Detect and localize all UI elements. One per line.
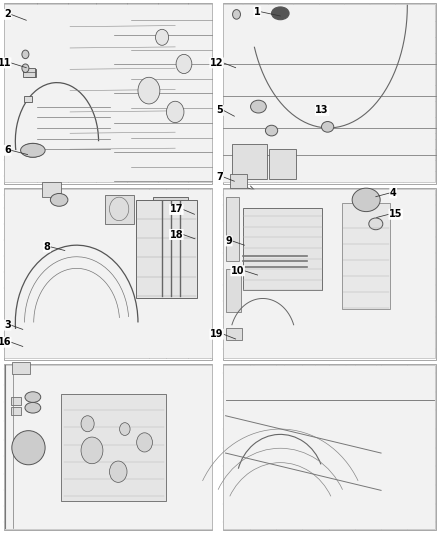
- Bar: [223, 4, 435, 182]
- Ellipse shape: [22, 143, 44, 157]
- Ellipse shape: [265, 125, 278, 136]
- Bar: [223, 365, 435, 529]
- Text: 1: 1: [254, 7, 261, 17]
- Ellipse shape: [352, 188, 380, 212]
- Bar: [4, 189, 212, 358]
- Text: 15: 15: [389, 209, 403, 219]
- Text: 8: 8: [43, 242, 50, 252]
- Bar: [243, 208, 322, 290]
- Ellipse shape: [21, 143, 45, 157]
- Bar: [12, 362, 30, 374]
- Text: 5: 5: [217, 106, 223, 115]
- Circle shape: [120, 423, 130, 435]
- Bar: [4, 365, 212, 529]
- Polygon shape: [15, 245, 138, 329]
- Text: 16: 16: [0, 337, 11, 347]
- Circle shape: [176, 54, 192, 74]
- Text: 6: 6: [4, 146, 11, 155]
- Circle shape: [137, 433, 152, 452]
- Bar: [11, 407, 21, 415]
- Ellipse shape: [50, 193, 68, 206]
- Bar: [223, 189, 435, 358]
- Ellipse shape: [25, 392, 41, 402]
- Text: 2: 2: [4, 10, 11, 19]
- Text: 7: 7: [217, 172, 223, 182]
- Bar: [232, 144, 267, 179]
- Text: 10: 10: [231, 266, 244, 276]
- Bar: [26, 69, 36, 77]
- Bar: [230, 174, 247, 188]
- Bar: [342, 203, 390, 309]
- Bar: [11, 397, 21, 405]
- Circle shape: [81, 437, 103, 464]
- Text: 13: 13: [315, 106, 329, 115]
- Bar: [24, 96, 32, 102]
- Ellipse shape: [12, 431, 45, 465]
- Text: 4: 4: [390, 188, 396, 198]
- Circle shape: [110, 461, 127, 482]
- Bar: [105, 195, 134, 224]
- Circle shape: [81, 416, 94, 432]
- Bar: [226, 269, 241, 312]
- Ellipse shape: [321, 122, 334, 132]
- Ellipse shape: [22, 64, 29, 72]
- Bar: [223, 364, 436, 530]
- Text: 17: 17: [170, 205, 183, 214]
- Bar: [4, 364, 212, 530]
- Bar: [4, 4, 212, 182]
- Bar: [226, 197, 239, 261]
- Bar: [136, 200, 197, 298]
- Bar: [226, 328, 242, 340]
- Bar: [223, 3, 436, 184]
- Bar: [153, 197, 188, 229]
- Bar: [23, 68, 35, 77]
- Text: 11: 11: [0, 58, 11, 68]
- Bar: [4, 3, 212, 184]
- Text: 3: 3: [4, 320, 11, 330]
- Bar: [223, 188, 436, 360]
- Ellipse shape: [272, 7, 289, 20]
- Ellipse shape: [25, 402, 41, 413]
- Ellipse shape: [251, 100, 266, 113]
- Bar: [61, 394, 166, 501]
- Circle shape: [138, 77, 160, 104]
- Bar: [4, 188, 212, 360]
- Circle shape: [166, 101, 184, 123]
- Text: 12: 12: [210, 58, 223, 68]
- Text: 18: 18: [170, 230, 183, 239]
- Text: 19: 19: [210, 329, 223, 339]
- Bar: [42, 182, 61, 197]
- Ellipse shape: [369, 218, 383, 230]
- Ellipse shape: [22, 50, 29, 59]
- Ellipse shape: [233, 10, 240, 19]
- Circle shape: [155, 29, 169, 45]
- Polygon shape: [15, 83, 99, 151]
- Text: 9: 9: [226, 236, 232, 246]
- Bar: [269, 149, 296, 179]
